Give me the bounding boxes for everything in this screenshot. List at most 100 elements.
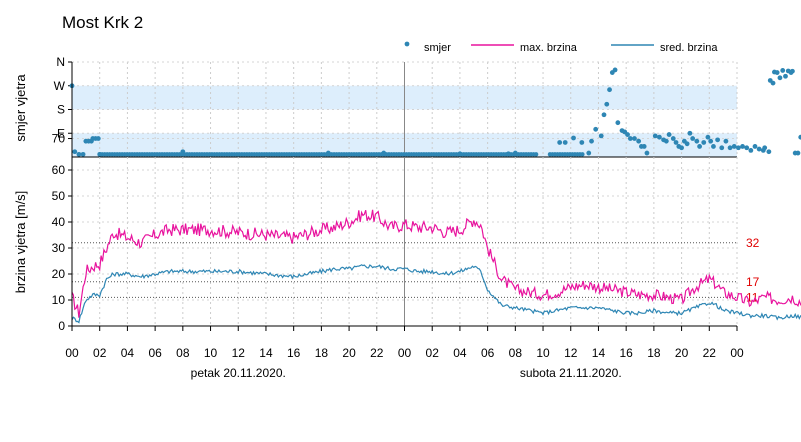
direction-point: [325, 150, 331, 156]
direction-point: [652, 133, 658, 139]
direction-point: [663, 138, 669, 144]
x-tick-label: 14: [592, 346, 606, 360]
x-tick-label: 22: [703, 346, 717, 360]
x-tick-label: 06: [148, 346, 162, 360]
reference-label: 32: [746, 236, 760, 250]
x-tick-label: 16: [287, 346, 301, 360]
direction-axis-label: smjer vjetra: [13, 74, 28, 142]
direction-point: [744, 145, 750, 151]
speed-tick-label: 40: [52, 215, 66, 229]
day-label: subota 21.11.2020.: [520, 366, 622, 380]
direction-point: [512, 150, 518, 156]
x-axis: 00 02 04 06 08 10 12 14 16 18 20 22 00 02 04 06 08 10 12 14…: [65, 326, 744, 380]
direction-point: [666, 132, 672, 137]
x-tick-label: 18: [315, 346, 329, 360]
direction-tick-label: N: [56, 55, 65, 69]
legend-label-avg: sred. brzina: [660, 42, 718, 54]
direction-point: [766, 149, 772, 155]
direction-point: [457, 151, 463, 157]
x-tick-label: 12: [564, 346, 578, 360]
direction-point: [783, 73, 788, 79]
direction-point: [644, 150, 650, 156]
direction-point: [694, 138, 700, 144]
x-tick-label: 20: [675, 346, 689, 360]
direction-point: [95, 136, 101, 141]
legend-label-max: max. brzina: [520, 42, 578, 54]
direction-point: [641, 144, 647, 149]
x-tick-label: 02: [93, 346, 107, 360]
direction-point: [708, 138, 714, 144]
direction-point: [770, 80, 776, 86]
direction-point: [598, 133, 604, 139]
direction-point: [580, 152, 585, 157]
direction-point: [657, 134, 662, 140]
direction-point: [586, 150, 592, 156]
direction-point: [798, 134, 801, 140]
direction-point: [80, 151, 86, 157]
reference-label: 17: [746, 275, 760, 289]
direction-point: [180, 149, 186, 155]
direction-point: [557, 140, 563, 145]
direction-point: [715, 137, 721, 143]
direction-tick-label: 70: [52, 132, 66, 146]
x-tick-label: 04: [121, 346, 135, 360]
direction-point: [756, 146, 762, 152]
x-tick-label: 16: [619, 346, 633, 360]
direction-point: [593, 126, 599, 132]
x-tick-label: 22: [370, 346, 384, 360]
direction-point: [627, 136, 633, 141]
series-avg-speed: [71, 264, 801, 324]
direction-point: [752, 144, 758, 149]
x-tick-label: 10: [204, 346, 218, 360]
direction-point: [76, 151, 82, 157]
direction-point: [795, 150, 801, 156]
x-tick-label: 00: [398, 346, 412, 360]
series-max-speed: [71, 209, 801, 318]
direction-point: [731, 144, 737, 149]
direction-point: [607, 87, 612, 93]
direction-point: [790, 68, 795, 74]
direction-point: [735, 145, 741, 151]
direction-point: [711, 144, 716, 149]
direction-point: [780, 68, 786, 73]
speed-tick-label: 50: [52, 189, 66, 203]
direction-point: [740, 144, 745, 149]
direction-point: [615, 120, 621, 126]
x-tick-label: 08: [176, 346, 190, 360]
x-tick-label: 12: [232, 346, 246, 360]
direction-point: [562, 140, 568, 145]
x-tick-label: 20: [342, 346, 356, 360]
direction-point: [612, 67, 618, 73]
direction-point: [727, 145, 733, 151]
direction-point: [673, 140, 679, 145]
direction-point: [579, 140, 585, 145]
direction-point: [701, 140, 707, 145]
speed-tick-label: 10: [52, 293, 66, 307]
day-label: petak 20.11.2020.: [191, 366, 286, 380]
legend: smjer max. brzina sred. brzina: [404, 41, 718, 54]
direction-point: [632, 136, 637, 141]
speed-tick-label: 20: [52, 267, 66, 281]
x-tick-label: 00: [65, 346, 79, 360]
direction-point: [684, 141, 690, 147]
x-tick-label: 02: [426, 346, 440, 360]
x-tick-label: 18: [647, 346, 661, 360]
direction-point: [604, 101, 610, 107]
speed-tick-label: 30: [52, 241, 66, 255]
x-tick-label: 08: [509, 346, 523, 360]
direction-point: [589, 138, 594, 144]
direction-point: [777, 75, 783, 81]
direction-point: [697, 144, 702, 149]
direction-point: [748, 148, 754, 153]
legend-label-smjer: smjer: [424, 42, 451, 54]
reference-label: 11: [746, 290, 759, 304]
direction-point: [381, 150, 387, 156]
speed-tick-label: 60: [52, 163, 66, 177]
direction-point: [774, 70, 780, 75]
speed-axis-label: brzina vjetra [m/s]: [13, 191, 28, 294]
x-tick-label: 00: [730, 346, 744, 360]
direction-tick-label: E: [57, 126, 65, 140]
